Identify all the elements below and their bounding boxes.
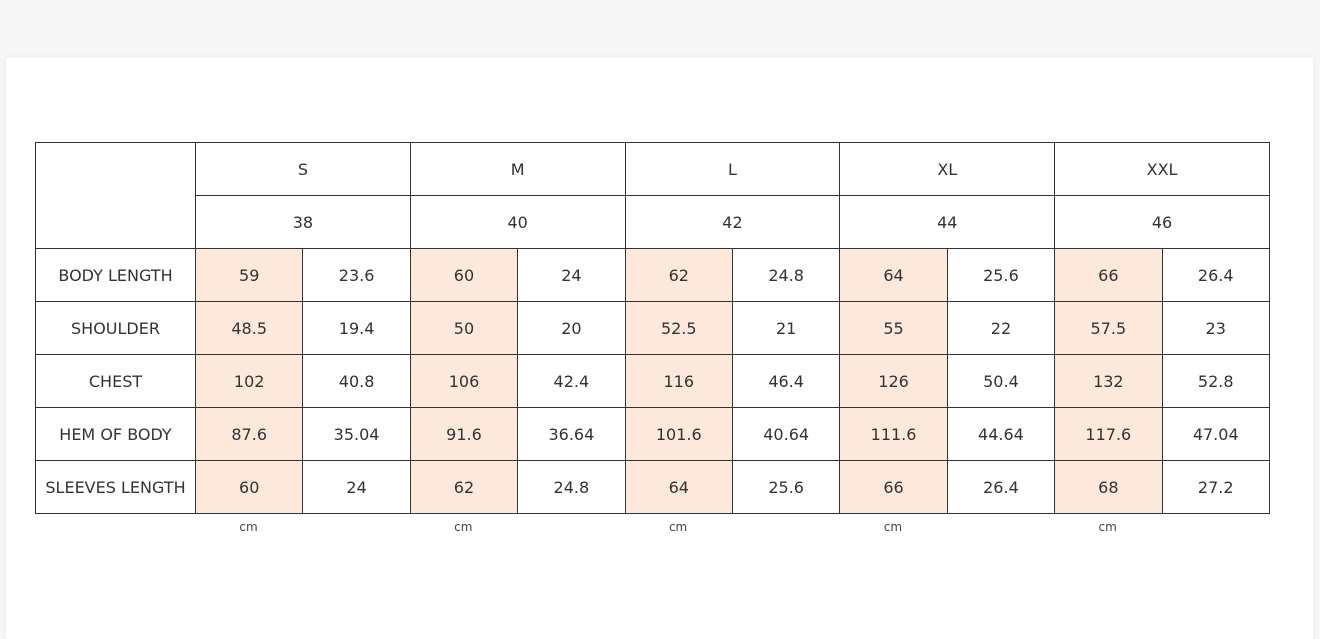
measure-cell: 59 <box>194 248 304 302</box>
size-number: 44 <box>839 195 1056 249</box>
measure-cell: 55 <box>839 301 948 355</box>
measure-cell: 102 <box>194 354 304 408</box>
size-header: S <box>195 142 411 196</box>
measure-cell: 116 <box>624 354 733 408</box>
row-label: BODY LENGTH <box>35 248 196 302</box>
measure-cell: 66 <box>839 460 948 514</box>
measure-cell: 126 <box>839 354 948 408</box>
measure-cell: 25.6 <box>946 248 1056 302</box>
measure-cell: 26.4 <box>1161 248 1270 302</box>
measure-cell: 23 <box>1161 301 1270 355</box>
measure-row: BODY LENGTH 59 23.6 60 24 62 24.8 64 25.6 66 26.4 <box>35 248 1270 302</box>
measure-cell: 46.4 <box>731 354 841 408</box>
measure-cell: 44.64 <box>946 407 1056 461</box>
measure-row: CHEST 102 40.8 106 42.4 116 46.4 126 50.4 132 52.8 <box>35 354 1270 408</box>
measure-cell: 62 <box>409 460 519 514</box>
measure-cell: 64 <box>624 460 733 514</box>
row-label: SLEEVES LENGTH <box>35 460 196 514</box>
size-header: XL <box>839 142 1056 196</box>
measure-cell: 60 <box>194 460 304 514</box>
measure-cell: 42.4 <box>517 354 626 408</box>
corner-cell <box>35 142 196 249</box>
row-label: SHOULDER <box>35 301 196 355</box>
measure-row: HEM OF BODY 87.6 35.04 91.6 36.64 101.6 40.64 1… <box>35 407 1270 461</box>
measure-cell: 91.6 <box>409 407 519 461</box>
number-row: 38 40 42 44 46 <box>36 195 1270 249</box>
measure-cell: 23.6 <box>302 248 411 302</box>
size-row: S M L XL XXL <box>35 142 1270 249</box>
measure-cell: 87.6 <box>194 407 304 461</box>
measure-cell: 40.64 <box>731 407 841 461</box>
measure-cell: 26.4 <box>946 460 1056 514</box>
measure-cell: 25.6 <box>731 460 841 514</box>
measure-cell: 117.6 <box>1054 407 1163 461</box>
unit-label: cm <box>668 520 688 534</box>
measure-cell: 106 <box>409 354 519 408</box>
unit-label: cm <box>239 520 258 534</box>
measure-cell: 68 <box>1054 460 1163 514</box>
table-body: S M L XL XXL 38 40 42 44 46 BODY LENGTH 59 23.6 60 24 6… <box>35 142 1270 514</box>
unit-row: cm cm cm cm cm <box>35 520 1269 536</box>
measure-cell: 35.04 <box>302 407 411 461</box>
row-label: CHEST <box>35 354 196 408</box>
measure-cell: 132 <box>1054 354 1163 408</box>
unit-label: cm <box>1098 520 1117 534</box>
measure-cell: 50.4 <box>946 354 1056 408</box>
measure-cell: 27.2 <box>1161 460 1270 514</box>
size-chart-panel: S M L XL XXL 38 40 42 44 46 BODY LENGTH 59 23.6 60 24 6… <box>6 58 1313 639</box>
size-number: 38 <box>195 195 411 249</box>
measure-cell: 24 <box>302 460 411 514</box>
unit-label: cm <box>883 520 903 534</box>
measure-cell: 57.5 <box>1054 301 1163 355</box>
size-header: XXL <box>1054 142 1270 196</box>
measure-cell: 50 <box>409 301 519 355</box>
size-header: L <box>624 142 841 196</box>
measure-row: SLEEVES LENGTH 60 24 62 24.8 64 25.6 66 26.4 68 27… <box>35 460 1270 514</box>
size-number: 42 <box>624 195 841 249</box>
measure-cell: 101.6 <box>624 407 733 461</box>
measure-cell: 66 <box>1054 248 1163 302</box>
measure-cell: 21 <box>731 301 841 355</box>
measure-cell: 52.5 <box>624 301 733 355</box>
size-number: 46 <box>1054 195 1270 249</box>
measure-cell: 24.8 <box>517 460 626 514</box>
measure-cell: 62 <box>624 248 733 302</box>
size-header: M <box>409 142 626 196</box>
row-label: HEM OF BODY <box>35 407 196 461</box>
measure-cell: 36.64 <box>517 407 626 461</box>
measure-cell: 47.04 <box>1161 407 1270 461</box>
measure-cell: 24.8 <box>731 248 841 302</box>
measure-cell: 64 <box>839 248 948 302</box>
measure-cell: 22 <box>946 301 1056 355</box>
measure-cell: 19.4 <box>302 301 411 355</box>
measure-cell: 52.8 <box>1161 354 1270 408</box>
measure-cell: 24 <box>517 248 626 302</box>
size-table: S M L XL XXL 38 40 42 44 46 BODY LENGTH 59 23.6 60 24 6… <box>35 142 1270 514</box>
measure-row: SHOULDER 48.5 19.4 50 20 52.5 21 55 22 57.5 23 <box>35 301 1270 355</box>
measure-cell: 111.6 <box>839 407 948 461</box>
measure-cell: 60 <box>409 248 519 302</box>
measure-cell: 40.8 <box>302 354 411 408</box>
size-number: 40 <box>409 195 626 249</box>
measure-cell: 20 <box>517 301 626 355</box>
measure-cell: 48.5 <box>194 301 304 355</box>
unit-label: cm <box>454 520 473 534</box>
